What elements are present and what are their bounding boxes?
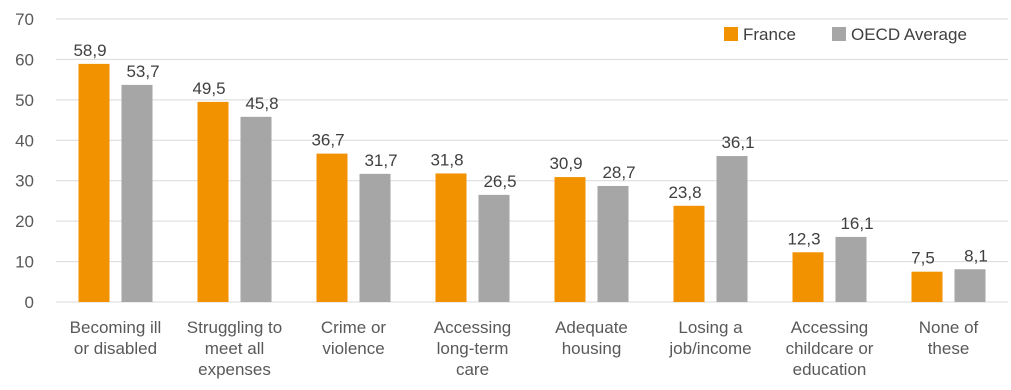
x-tick-label: these bbox=[928, 339, 970, 358]
data-label: 12,3 bbox=[787, 229, 820, 248]
x-tick-label: expenses bbox=[198, 360, 271, 379]
y-tick-label: 30 bbox=[15, 172, 34, 191]
legend-swatch-oecd-average bbox=[832, 27, 846, 41]
data-label: 7,5 bbox=[911, 249, 935, 268]
bar-oecd-average-7 bbox=[954, 269, 986, 302]
y-tick-label: 40 bbox=[15, 131, 34, 150]
bar-oecd-average-0 bbox=[121, 84, 153, 302]
data-label: 49,5 bbox=[192, 79, 225, 98]
x-tick-label: Adequate bbox=[555, 318, 628, 337]
bar-oecd-average-1 bbox=[240, 116, 272, 302]
bar-france-1 bbox=[197, 101, 229, 302]
x-tick-label: childcare or bbox=[786, 339, 874, 358]
data-label: 36,1 bbox=[721, 133, 754, 152]
y-tick-label: 70 bbox=[15, 10, 34, 29]
bar-france-4 bbox=[554, 177, 586, 302]
data-label: 58,9 bbox=[73, 41, 106, 60]
x-tick-label: care bbox=[456, 360, 489, 379]
y-tick-label: 10 bbox=[15, 253, 34, 272]
y-tick-label: 0 bbox=[25, 293, 34, 312]
bar-france-3 bbox=[435, 173, 467, 302]
data-label: 53,7 bbox=[126, 62, 159, 81]
data-label: 16,1 bbox=[840, 214, 873, 233]
x-tick-label: Accessing bbox=[434, 318, 511, 337]
data-label: 28,7 bbox=[602, 163, 635, 182]
x-tick-label: Becoming ill bbox=[70, 318, 162, 337]
bar-oecd-average-2 bbox=[359, 173, 391, 302]
bar-oecd-average-6 bbox=[835, 236, 867, 302]
bars bbox=[78, 63, 986, 302]
data-label: 31,7 bbox=[364, 151, 397, 170]
data-labels: 58,9 53,7 49,5 45,8 36,7 31,7 31,8 26,5 30,9 28,7… bbox=[73, 41, 987, 268]
bar-oecd-average-4 bbox=[597, 185, 629, 302]
x-tick-label: violence bbox=[322, 339, 384, 358]
y-tick-label: 60 bbox=[15, 50, 34, 69]
legend: France OECD Average bbox=[724, 25, 967, 44]
data-label: 36,7 bbox=[311, 131, 344, 150]
x-tick-label: job/income bbox=[668, 339, 751, 358]
bar-oecd-average-5 bbox=[716, 156, 748, 302]
data-label: 26,5 bbox=[483, 172, 516, 191]
bar-france-6 bbox=[792, 252, 824, 302]
data-label: 31,8 bbox=[430, 150, 463, 169]
x-tick-label: education bbox=[793, 360, 867, 379]
bar-france-2 bbox=[316, 153, 348, 302]
x-tick-label: or disabled bbox=[74, 339, 157, 358]
x-tick-label: meet all bbox=[205, 339, 265, 358]
x-tick-label: Losing a bbox=[678, 318, 743, 337]
legend-swatch-france bbox=[724, 27, 738, 41]
data-label: 45,8 bbox=[245, 94, 278, 113]
y-tick-label: 50 bbox=[15, 91, 34, 110]
bar-france-5 bbox=[673, 205, 705, 302]
x-tick-label: Struggling to bbox=[187, 318, 282, 337]
legend-label-oecd-average: OECD Average bbox=[851, 25, 967, 44]
data-label: 30,9 bbox=[549, 154, 582, 173]
data-label: 8,1 bbox=[964, 246, 988, 265]
x-tick-label: Crime or bbox=[321, 318, 387, 337]
bar-oecd-average-3 bbox=[478, 194, 510, 302]
x-tick-label: Accessing bbox=[791, 318, 868, 337]
bar-france-7 bbox=[911, 271, 943, 302]
x-tick-label: None of bbox=[919, 318, 979, 337]
x-tick-label: housing bbox=[562, 339, 622, 358]
data-label: 23,8 bbox=[668, 183, 701, 202]
y-tick-label: 20 bbox=[15, 212, 34, 231]
x-axis-ticks: Becoming ill or disabled Struggling to meet… bbox=[70, 318, 979, 379]
bar-france-0 bbox=[78, 63, 110, 302]
x-tick-label: long-term bbox=[437, 339, 509, 358]
legend-label-france: France bbox=[743, 25, 796, 44]
y-axis-ticks: 0 10 20 30 40 50 60 70 bbox=[15, 10, 34, 312]
